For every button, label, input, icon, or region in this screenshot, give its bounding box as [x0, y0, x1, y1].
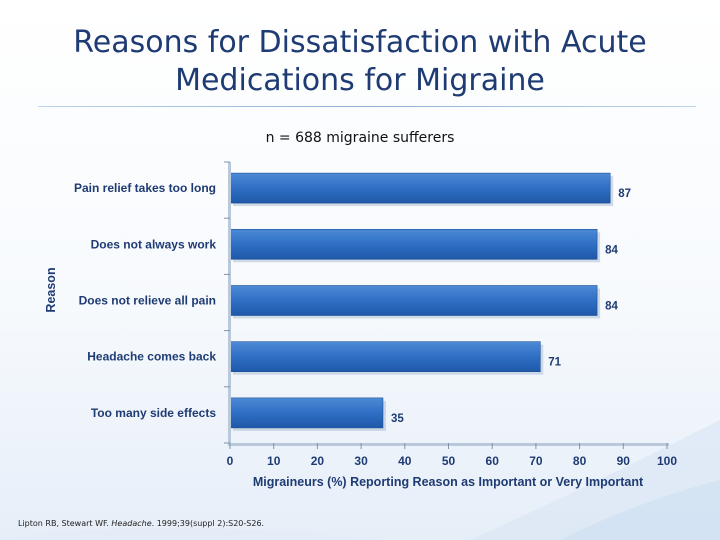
x-tick-label: 70 [529, 454, 543, 468]
citation-journal: Headache [111, 519, 152, 528]
x-axis-title: Migraineurs (%) Reporting Reason as Impo… [253, 475, 644, 489]
category-label: Pain relief takes too long [74, 181, 216, 195]
y-axis-line [228, 162, 231, 445]
value-label: 87 [618, 188, 631, 200]
title-line-1: Reasons for Dissatisfaction with Acute [73, 25, 647, 60]
citation-footnote: Lipton RB, Stewart WF. Headache. 1999;39… [18, 519, 264, 528]
category-label: Does not always work [91, 237, 217, 251]
x-tick-label: 20 [311, 454, 325, 468]
category-label: Too many side effects [91, 406, 216, 420]
bar [229, 285, 598, 316]
y-axis-title: Reason [44, 267, 58, 312]
bar [229, 341, 541, 373]
x-tick-label: 30 [354, 454, 368, 468]
citation-authors: Lipton RB, Stewart WF. [18, 519, 112, 528]
x-tick-label: 100 [657, 454, 677, 468]
title-divider [38, 106, 696, 107]
chart-subtitle: n = 688 migraine sufferers [265, 130, 455, 146]
x-tick-label: 60 [486, 454, 500, 468]
bar [229, 172, 611, 204]
value-label: 84 [605, 301, 618, 313]
axes-layer: 0 10 20 30 40 50 60 70 80 90 100 [224, 161, 677, 468]
x-tick-label: 80 [573, 454, 587, 468]
x-tick-label: 90 [617, 454, 631, 468]
value-label: 71 [548, 357, 561, 369]
bar [229, 397, 384, 429]
value-label: 84 [605, 244, 618, 256]
x-tick-label: 0 [227, 454, 234, 468]
x-tick-label: 10 [267, 454, 281, 468]
bars-layer: Pain relief takes too long 87 Does not alw… [74, 172, 631, 431]
x-tick-label: 50 [442, 454, 456, 468]
value-label: 35 [391, 413, 404, 425]
category-label: Headache comes back [87, 350, 216, 364]
bar [229, 229, 598, 260]
x-tick-label: 40 [398, 454, 412, 468]
category-label: Does not relieve all pain [79, 294, 216, 308]
citation-details: . 1999;39(suppl 2):S20-S26. [151, 519, 265, 528]
title-line-2: Medications for Migraine [175, 63, 545, 98]
slide-title: Reasons for Dissatisfaction with Acute M… [40, 24, 680, 100]
